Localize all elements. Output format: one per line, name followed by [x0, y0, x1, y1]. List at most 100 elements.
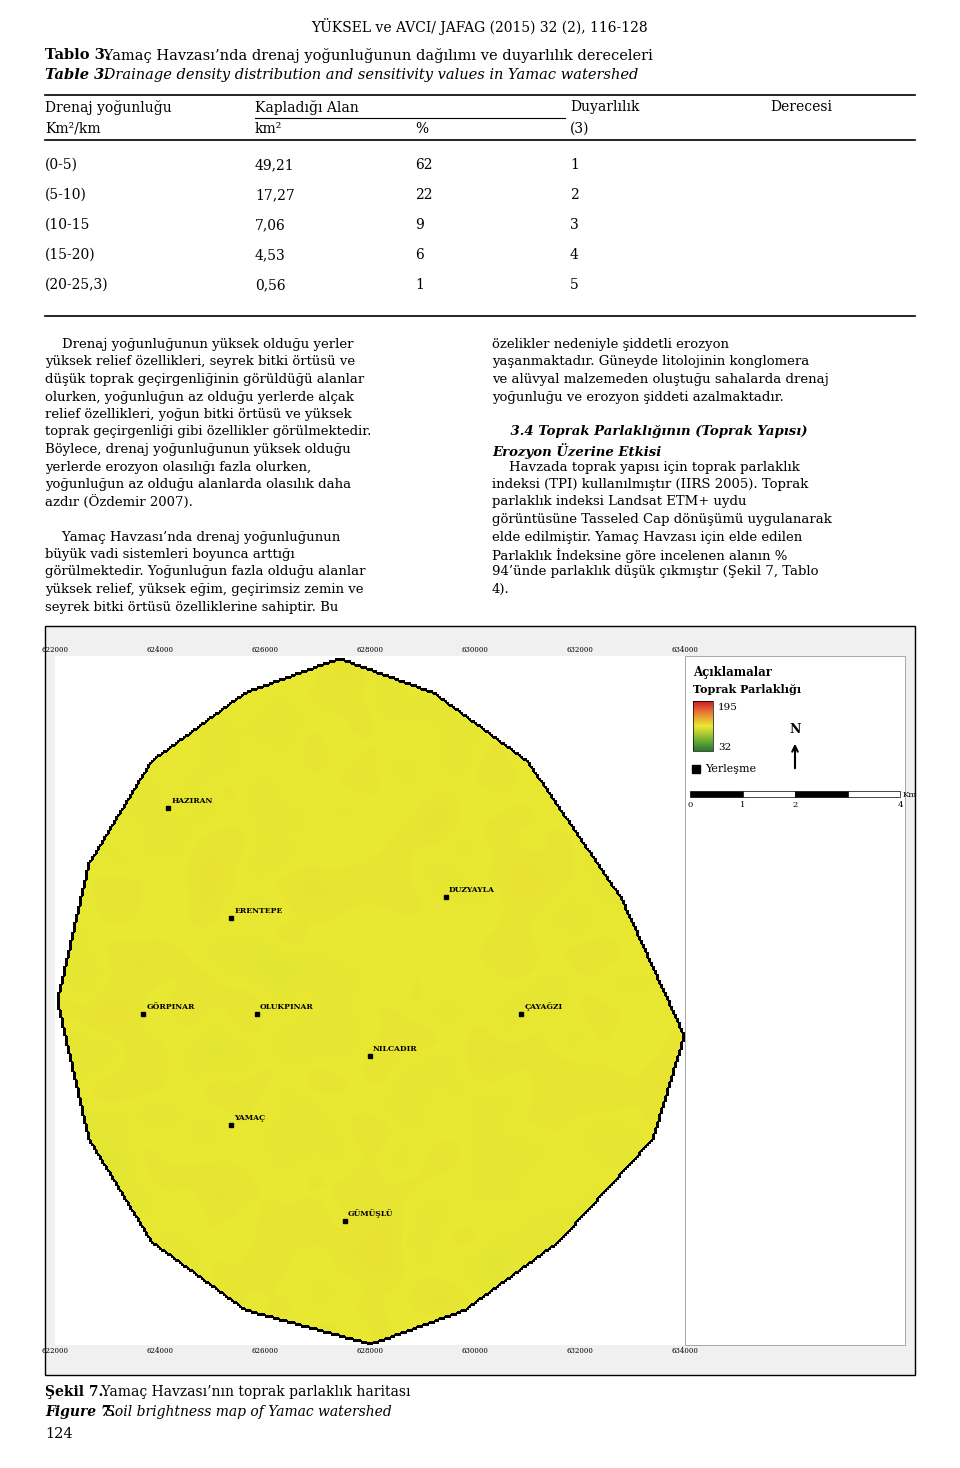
Text: görülmektedir. Yoğunluğun fazla olduğu alanlar: görülmektedir. Yoğunluğun fazla olduğu a… — [45, 565, 366, 578]
Text: seyrek bitki örtüsü özelliklerine sahiptir. Bu: seyrek bitki örtüsü özelliklerine sahipt… — [45, 600, 338, 614]
Text: 17,27: 17,27 — [255, 188, 295, 203]
Text: 3.4 Toprak Parlaklığının (Toprak Yapısı): 3.4 Toprak Parlaklığının (Toprak Yapısı) — [492, 426, 807, 439]
Text: 22: 22 — [415, 188, 433, 203]
Text: toprak geçirgenliği gibi özellikler görülmektedir.: toprak geçirgenliği gibi özellikler görü… — [45, 426, 372, 439]
Text: 0: 0 — [687, 802, 692, 809]
Text: 630000: 630000 — [462, 1348, 489, 1355]
Text: OLUKPINAR: OLUKPINAR — [259, 1003, 313, 1011]
Text: Yamaç Havzası’nda drenaj yoğunluğunun: Yamaç Havzası’nda drenaj yoğunluğunun — [45, 530, 340, 543]
Text: Soil brightness map of Yamac watershed: Soil brightness map of Yamac watershed — [101, 1405, 392, 1420]
Text: Derecesi: Derecesi — [770, 100, 832, 115]
Text: azdır (Özdemir 2007).: azdır (Özdemir 2007). — [45, 496, 193, 509]
Text: Böylece, drenaj yoğunluğunun yüksek olduğu: Böylece, drenaj yoğunluğunun yüksek oldu… — [45, 443, 350, 457]
Bar — [848, 791, 900, 797]
Text: 626000: 626000 — [252, 646, 278, 655]
Text: büyük vadi sistemleri boyunca arttığı: büyük vadi sistemleri boyunca arttığı — [45, 548, 295, 561]
Text: YAMAÇ: YAMAÇ — [234, 1114, 266, 1122]
Text: GÖRPINAR: GÖRPINAR — [146, 1003, 195, 1011]
Text: indeksi (TPI) kullanılmıştır (IIRS 2005). Toprak: indeksi (TPI) kullanılmıştır (IIRS 2005)… — [492, 479, 808, 490]
Text: (10-15: (10-15 — [45, 219, 90, 232]
Text: 626000: 626000 — [252, 1348, 278, 1355]
Bar — [45, 625, 915, 1376]
Text: yerlerde erozyon olasılığı fazla olurken,: yerlerde erozyon olasılığı fazla olurken… — [45, 461, 311, 474]
Text: ve alüvyal malzemeden oluştuğu sahalarda drenaj: ve alüvyal malzemeden oluştuğu sahalarda… — [492, 373, 828, 386]
Text: yüksek relief, yüksek eğim, geçirimsiz zemin ve: yüksek relief, yüksek eğim, geçirimsiz z… — [45, 583, 364, 596]
Text: 1: 1 — [740, 802, 745, 809]
Text: ÇAYAĞZI: ÇAYAĞZI — [524, 1003, 563, 1011]
Text: 32: 32 — [718, 743, 732, 752]
Text: Km: Km — [903, 791, 917, 799]
Text: Toprak Parlaklığı: Toprak Parlaklığı — [693, 684, 802, 694]
Text: (5-10): (5-10) — [45, 188, 86, 203]
Text: 3: 3 — [570, 219, 579, 232]
Text: özelikler nedeniyle şiddetli erozyon: özelikler nedeniyle şiddetli erozyon — [492, 338, 729, 351]
Text: elde edilmiştir. Yamaç Havzası için elde edilen: elde edilmiştir. Yamaç Havzası için elde… — [492, 530, 803, 543]
Text: 7,06: 7,06 — [255, 219, 286, 232]
Text: 4: 4 — [898, 802, 902, 809]
Text: 0,56: 0,56 — [255, 277, 286, 292]
Text: 624000: 624000 — [147, 1348, 174, 1355]
Text: Şekil 7.: Şekil 7. — [45, 1384, 104, 1399]
Text: N: N — [789, 724, 801, 735]
Text: 622000: 622000 — [41, 646, 68, 655]
Text: Havzada toprak yapısı için toprak parlaklık: Havzada toprak yapısı için toprak parlak… — [492, 461, 800, 474]
Text: Table 3.: Table 3. — [45, 68, 109, 82]
Text: (0-5): (0-5) — [45, 159, 78, 172]
Text: Drenaj yoğunluğunun yüksek olduğu yerler: Drenaj yoğunluğunun yüksek olduğu yerler — [45, 338, 353, 351]
Text: HAZIRAN: HAZIRAN — [172, 797, 213, 804]
Text: Kapladığı Alan: Kapladığı Alan — [255, 100, 359, 115]
Text: yaşanmaktadır. Güneyde litolojinin konglomera: yaşanmaktadır. Güneyde litolojinin kongl… — [492, 355, 809, 368]
Text: görüntüsüne Tasseled Cap dönüşümü uygulanarak: görüntüsüne Tasseled Cap dönüşümü uygula… — [492, 512, 832, 526]
Text: 624000: 624000 — [147, 646, 174, 655]
Text: 1: 1 — [415, 277, 424, 292]
Text: 195: 195 — [718, 703, 738, 712]
Text: Yamaç Havzası’nın toprak parlaklık haritası: Yamaç Havzası’nın toprak parlaklık harit… — [97, 1384, 411, 1399]
Text: 632000: 632000 — [566, 646, 593, 655]
Text: 630000: 630000 — [462, 646, 489, 655]
Text: Tablo 3.: Tablo 3. — [45, 48, 109, 62]
Text: NILCADIR: NILCADIR — [373, 1045, 418, 1053]
Text: yüksek relief özellikleri, seyrek bitki örtüsü ve: yüksek relief özellikleri, seyrek bitki … — [45, 355, 355, 368]
Text: Yerleşme: Yerleşme — [705, 763, 756, 774]
Text: Açıklamalar: Açıklamalar — [693, 666, 772, 680]
Text: (15-20): (15-20) — [45, 248, 96, 261]
Text: %: % — [415, 122, 428, 137]
Text: (3): (3) — [570, 122, 589, 137]
Text: DUZYAYLA: DUZYAYLA — [448, 887, 494, 894]
Text: YÜKSEL ve AVCI/ JAFAG (2015) 32 (2), 116-128: YÜKSEL ve AVCI/ JAFAG (2015) 32 (2), 116… — [312, 18, 648, 35]
Text: Drainage density distribution and sensitivity values in Yamac watershed: Drainage density distribution and sensit… — [99, 68, 638, 82]
Bar — [690, 791, 742, 797]
Text: 1: 1 — [570, 159, 579, 172]
Text: yoğunluğun az olduğu alanlarda olasılık daha: yoğunluğun az olduğu alanlarda olasılık … — [45, 479, 351, 490]
Text: 634000: 634000 — [672, 646, 699, 655]
Text: Drenaj yoğunluğu: Drenaj yoğunluğu — [45, 100, 172, 115]
Text: Duyarlılık: Duyarlılık — [570, 100, 639, 115]
Text: 632000: 632000 — [566, 1348, 593, 1355]
Text: GÜMÜŞLÜ: GÜMÜŞLÜ — [348, 1210, 394, 1218]
Text: relief özellikleri, yoğun bitki örtüsü ve yüksek: relief özellikleri, yoğun bitki örtüsü v… — [45, 408, 351, 421]
Text: 124: 124 — [45, 1427, 73, 1442]
Text: 2: 2 — [570, 188, 579, 203]
Text: Yamaç Havzası’nda drenaj yoğunluğunun dağılımı ve duyarlılık dereceleri: Yamaç Havzası’nda drenaj yoğunluğunun da… — [99, 48, 653, 63]
Bar — [795, 791, 848, 797]
Text: Km²/km: Km²/km — [45, 122, 101, 137]
Text: 628000: 628000 — [356, 1348, 383, 1355]
Text: 4,53: 4,53 — [255, 248, 286, 261]
Text: 4: 4 — [570, 248, 579, 261]
Text: 622000: 622000 — [41, 1348, 68, 1355]
Bar — [742, 791, 795, 797]
Text: ERENTEPE: ERENTEPE — [234, 907, 283, 915]
Text: Erozyon Üzerine Etkisi: Erozyon Üzerine Etkisi — [492, 443, 661, 459]
Text: Parlaklık İndeksine göre incelenen alanın %: Parlaklık İndeksine göre incelenen alanı… — [492, 548, 787, 564]
Text: 2: 2 — [792, 802, 798, 809]
Text: parlaklık indeksi Landsat ETM+ uydu: parlaklık indeksi Landsat ETM+ uydu — [492, 496, 747, 508]
Text: yoğunluğu ve erozyon şiddeti azalmaktadır.: yoğunluğu ve erozyon şiddeti azalmaktadı… — [492, 390, 783, 404]
Text: 94’ünde parlaklık düşük çıkmıştır (Şekil 7, Tablo: 94’ünde parlaklık düşük çıkmıştır (Şekil… — [492, 565, 819, 578]
Text: km²: km² — [255, 122, 282, 137]
Text: (20-25,3): (20-25,3) — [45, 277, 108, 292]
Text: 4).: 4). — [492, 583, 510, 596]
Text: olurken, yoğunluğun az olduğu yerlerde alçak: olurken, yoğunluğun az olduğu yerlerde a… — [45, 390, 354, 404]
Text: 9: 9 — [415, 219, 423, 232]
Bar — [685, 656, 905, 1345]
Text: Figure 7.: Figure 7. — [45, 1405, 115, 1420]
